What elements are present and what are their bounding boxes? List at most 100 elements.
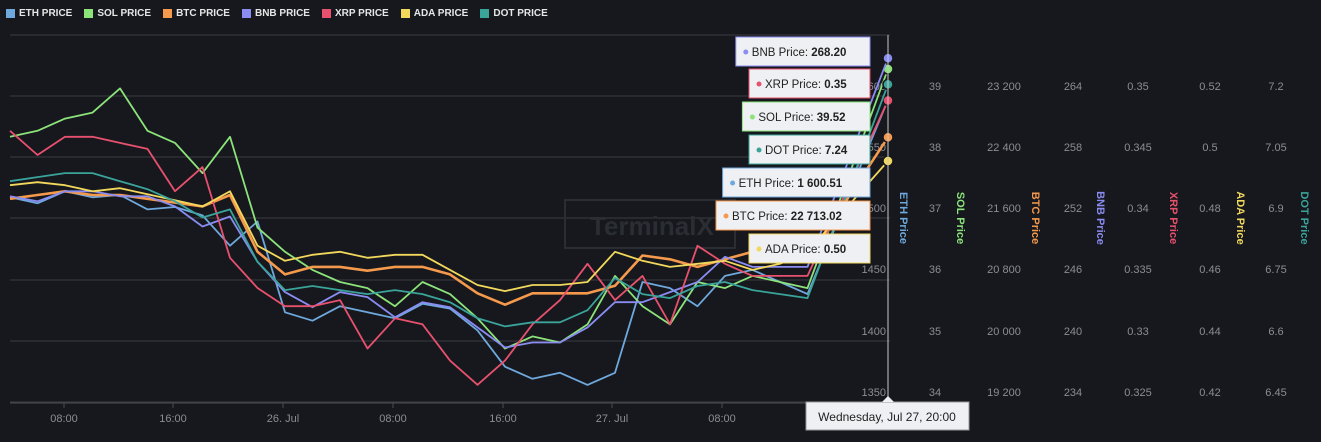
tooltip-text: DOT Price: 7.24 xyxy=(765,145,848,157)
right-axis-tick: 240 xyxy=(1064,326,1082,338)
right-axis-tick: 0.33 xyxy=(1127,326,1148,338)
right-axis-tick: 234 xyxy=(1064,387,1082,399)
tooltip-entry: DOT Price: 7.24 xyxy=(748,134,871,165)
legend-swatch xyxy=(84,9,94,18)
tooltip-text: SOL Price: 39.52 xyxy=(758,112,845,124)
right-axis-tick: 36 xyxy=(929,264,941,276)
right-axis-tick: 37 xyxy=(929,203,941,215)
tooltip-label: XRP Price: xyxy=(765,79,824,91)
right-axis-tick: 0.42 xyxy=(1199,387,1220,399)
series-line[interactable] xyxy=(9,100,889,386)
tooltip-value: 268.20 xyxy=(811,47,846,59)
tooltip-box xyxy=(748,233,871,264)
right-axis-tick: 0.325 xyxy=(1124,387,1152,399)
tooltip-box xyxy=(722,167,871,198)
eth-axis-tick: 1450 xyxy=(862,264,886,276)
tooltip-text: BTC Price: 22 713.02 xyxy=(732,211,842,223)
x-tick-label: 08:00 xyxy=(379,413,407,425)
right-axis-tick: 0.345 xyxy=(1124,142,1152,154)
right-axis-title: SOL Price xyxy=(954,192,966,244)
right-axis-tick: 0.52 xyxy=(1199,81,1220,93)
right-axis-tick: 6.6 xyxy=(1268,326,1283,338)
legend-item[interactable]: ETH PRICE xyxy=(6,8,72,19)
tooltip-text: ETH Price: 1 600.51 xyxy=(739,178,843,190)
series-line[interactable] xyxy=(9,136,890,307)
legend-label: XRP PRICE xyxy=(334,8,389,19)
right-axis-tick: 7.05 xyxy=(1265,142,1286,154)
tooltip-value: 39.52 xyxy=(817,112,846,124)
tooltip-label: BTC Price: xyxy=(732,211,791,223)
tooltip-dot xyxy=(756,81,762,87)
right-axis-tick: 0.34 xyxy=(1127,203,1148,215)
tooltip-entry: SOL Price: 39.52 xyxy=(741,101,871,132)
right-axis-tick: 258 xyxy=(1064,142,1082,154)
right-axis-tick: 20 000 xyxy=(987,326,1021,338)
legend-item[interactable]: ADA PRICE xyxy=(400,8,468,19)
tooltip-dot xyxy=(749,114,755,120)
right-axis-tick: 19 200 xyxy=(987,387,1021,399)
crosshair-label: Wednesday, Jul 27, 20:00 xyxy=(818,410,956,424)
tooltip-box xyxy=(748,134,871,165)
series-line[interactable] xyxy=(9,57,889,349)
tooltip-label: ADA Price: xyxy=(765,244,824,256)
right-axis-tick: 7.2 xyxy=(1268,81,1283,93)
legend-item[interactable]: DOT PRICE xyxy=(480,8,548,19)
right-axis-tick: 0.44 xyxy=(1199,326,1220,338)
tooltip-label: DOT Price: xyxy=(765,145,825,157)
tooltip-text: BNB Price: 268.20 xyxy=(752,47,847,59)
legend-item[interactable]: BNB PRICE xyxy=(241,8,310,19)
right-axis-tick: 39 xyxy=(929,81,941,93)
watermark: TerminalX xyxy=(590,211,714,241)
series-line[interactable] xyxy=(9,84,889,328)
series-line[interactable] xyxy=(9,160,889,293)
legend-item[interactable]: BTC PRICE xyxy=(163,8,230,19)
eth-axis-tick: 1400 xyxy=(862,326,886,338)
tooltip-label: ETH Price: xyxy=(739,178,798,190)
legend-item[interactable]: XRP PRICE xyxy=(321,8,389,19)
right-axis-tick: 0.35 xyxy=(1127,81,1148,93)
x-tick-label: 16:00 xyxy=(159,413,187,425)
right-axis-tick: 0.46 xyxy=(1199,264,1220,276)
legend-swatch xyxy=(321,9,331,18)
tooltip-entry: BNB Price: 268.20 xyxy=(735,36,871,67)
right-axis-tick: 20 800 xyxy=(987,264,1021,276)
tooltip-label: SOL Price: xyxy=(758,112,816,124)
right-axis-tick: 0.48 xyxy=(1199,203,1220,215)
legend-swatch xyxy=(480,9,490,18)
legend-label: BTC PRICE xyxy=(176,8,230,19)
crosshair-label-box xyxy=(805,401,970,431)
legend-item[interactable]: SOL PRICE xyxy=(84,8,151,19)
x-tick-label: 08:00 xyxy=(708,413,736,425)
tooltip-text: ADA Price: 0.50 xyxy=(765,244,846,256)
x-tick-label: 26. Jul xyxy=(267,413,299,425)
tooltip-dot xyxy=(730,180,736,186)
right-axis-tick: 252 xyxy=(1064,203,1082,215)
right-axis-title: XRP Price xyxy=(1167,192,1179,244)
tooltip-entry: BTC Price: 22 713.02 xyxy=(715,200,871,231)
legend: ETH PRICE SOL PRICE BTC PRICE BNB PRICE XRP … xyxy=(6,8,548,19)
tooltip-dot xyxy=(756,246,762,252)
right-axis-tick: 264 xyxy=(1064,81,1082,93)
tooltip-entry: ETH Price: 1 600.51 xyxy=(722,167,871,198)
right-axis-tick: 0.335 xyxy=(1124,264,1152,276)
tooltip-box xyxy=(735,36,871,67)
right-axis-tick: 38 xyxy=(929,142,941,154)
right-axis-tick: 21 600 xyxy=(987,203,1021,215)
right-axis-title: DOT Price xyxy=(1298,191,1310,244)
x-tick-label: 08:00 xyxy=(50,413,78,425)
legend-swatch xyxy=(163,9,173,18)
right-axis-title: ETH Price xyxy=(897,192,909,244)
tooltip-entry: ADA Price: 0.50 xyxy=(748,233,871,264)
right-axis-tick: 6.45 xyxy=(1265,387,1286,399)
tooltip-entry: XRP Price: 0.35 xyxy=(748,68,871,99)
eth-axis-tick: 1350 xyxy=(862,387,886,399)
right-axis-tick: 0.5 xyxy=(1202,142,1217,154)
right-axis-tick: 246 xyxy=(1064,264,1082,276)
right-axis-title: BTC Price xyxy=(1029,192,1041,245)
series-line[interactable] xyxy=(9,99,889,386)
tooltip-box xyxy=(748,68,871,99)
right-axis-title: ADA Price xyxy=(1234,191,1246,244)
right-axis-tick: 34 xyxy=(929,387,941,399)
legend-label: BNB PRICE xyxy=(254,8,310,19)
